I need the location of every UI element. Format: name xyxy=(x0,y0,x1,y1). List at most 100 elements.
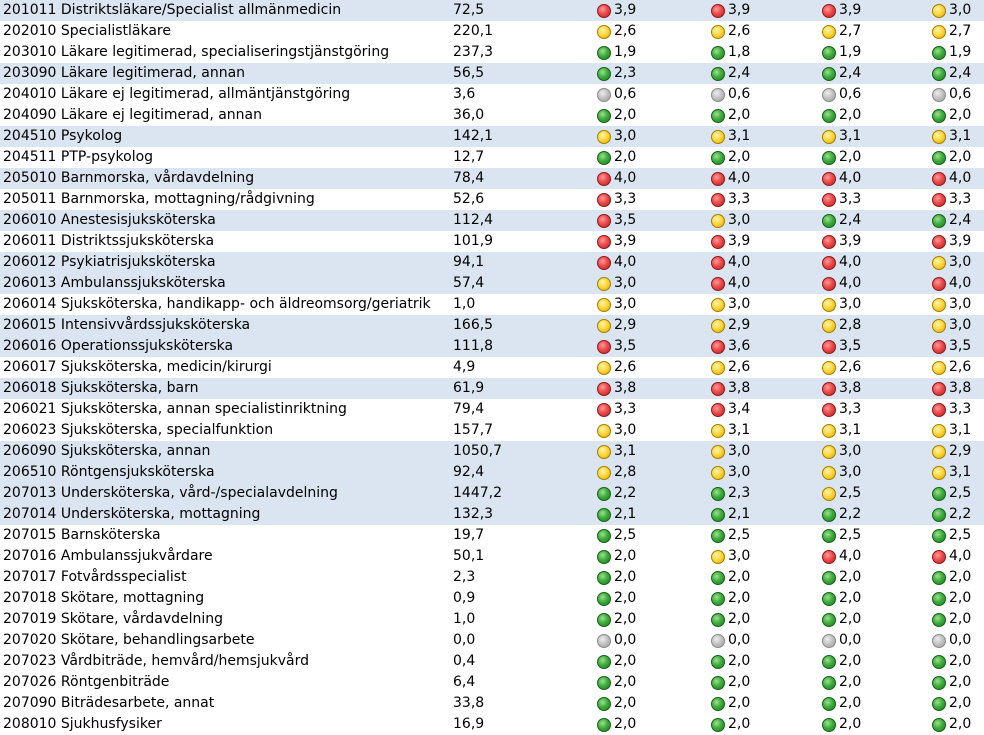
indicator-cell[interactable]: 2,0 xyxy=(597,609,636,630)
indicator-cell[interactable]: 2,2 xyxy=(932,504,971,525)
indicator-cell[interactable]: 3,9 xyxy=(597,0,636,21)
occupation-cell[interactable]: 206023 Sjuksköterska, specialfunktion xyxy=(3,420,273,441)
indicator-cell[interactable]: 0,6 xyxy=(597,84,636,105)
indicator-cell[interactable]: 2,0 xyxy=(711,672,750,693)
occupation-cell[interactable]: 205010 Barnmorska, vårdavdelning xyxy=(3,168,254,189)
indicator-cell[interactable]: 3,3 xyxy=(932,189,971,210)
indicator-cell[interactable]: 2,5 xyxy=(822,483,861,504)
indicator-cell[interactable]: 3,0 xyxy=(597,294,636,315)
indicator-cell[interactable]: 3,0 xyxy=(932,315,971,336)
indicator-cell[interactable]: 4,0 xyxy=(597,168,636,189)
table-row[interactable]: 204090 Läkare ej legitimerad, annan 36,0 2… xyxy=(0,105,984,126)
occupation-cell[interactable]: 207090 Biträdesarbete, annat xyxy=(3,693,214,714)
value-cell[interactable]: 0,4 xyxy=(453,653,476,669)
occupation-cell[interactable]: 204510 Psykolog xyxy=(3,126,122,147)
indicator-cell[interactable]: 2,0 xyxy=(932,672,971,693)
indicator-cell[interactable]: 2,0 xyxy=(822,105,861,126)
table-row[interactable]: 207017 Fotvårdsspecialist 2,3 2,0 2,0 2,0 2,0 xyxy=(0,567,984,588)
occupation-cell[interactable]: 201011 Distriktsläkare/Specialist allmän… xyxy=(3,0,341,21)
table-row[interactable]: 208010 Sjukhusfysiker 16,9 2,0 2,0 2,0 2,0 xyxy=(0,714,984,735)
indicator-cell[interactable]: 3,8 xyxy=(711,378,750,399)
indicator-cell[interactable]: 2,0 xyxy=(711,693,750,714)
value-cell[interactable]: 57,4 xyxy=(453,275,485,291)
occupation-cell[interactable]: 206015 Intensivvårdssjuksköterska xyxy=(3,315,250,336)
table-row[interactable]: 205010 Barnmorska, vårdavdelning 78,4 4,0 4… xyxy=(0,168,984,189)
table-row[interactable]: 206013 Ambulanssjuksköterska 57,4 3,0 4,0 4,… xyxy=(0,273,984,294)
indicator-cell[interactable]: 2,0 xyxy=(932,567,971,588)
indicator-cell[interactable]: 3,1 xyxy=(597,441,636,462)
indicator-cell[interactable]: 2,0 xyxy=(932,105,971,126)
indicator-cell[interactable]: 2,2 xyxy=(822,504,861,525)
table-row[interactable]: 206012 Psykiatrisjuksköterska 94,1 4,0 4,0 4… xyxy=(0,252,984,273)
indicator-cell[interactable]: 2,0 xyxy=(711,714,750,735)
indicator-cell[interactable]: 3,0 xyxy=(932,0,971,21)
indicator-cell[interactable]: 0,0 xyxy=(711,630,750,651)
indicator-cell[interactable]: 2,6 xyxy=(597,357,636,378)
indicator-cell[interactable]: 3,0 xyxy=(711,546,750,567)
indicator-cell[interactable]: 2,4 xyxy=(822,63,861,84)
indicator-cell[interactable]: 2,0 xyxy=(597,693,636,714)
value-cell[interactable]: 36,0 xyxy=(453,107,485,123)
value-cell[interactable]: 1,0 xyxy=(453,611,476,627)
table-row[interactable]: 207090 Biträdesarbete, annat 33,8 2,0 2,0 2,… xyxy=(0,693,984,714)
indicator-cell[interactable]: 3,9 xyxy=(822,231,861,252)
table-row[interactable]: 207016 Ambulanssjukvårdare 50,1 2,0 3,0 4,0 4… xyxy=(0,546,984,567)
indicator-cell[interactable]: 2,0 xyxy=(932,147,971,168)
indicator-cell[interactable]: 2,3 xyxy=(597,63,636,84)
indicator-cell[interactable]: 3,0 xyxy=(711,294,750,315)
value-cell[interactable]: 79,4 xyxy=(453,401,485,417)
value-cell[interactable]: 4,9 xyxy=(453,359,476,375)
indicator-cell[interactable]: 4,0 xyxy=(822,273,861,294)
value-cell[interactable]: 50,1 xyxy=(453,548,485,564)
table-row[interactable]: 206510 Röntgensjuksköterska 92,4 2,8 3,0 3,0… xyxy=(0,462,984,483)
indicator-cell[interactable]: 2,5 xyxy=(932,483,971,504)
table-row[interactable]: 204511 PTP-psykolog 12,7 2,0 2,0 2,0 2,0 xyxy=(0,147,984,168)
occupation-cell[interactable]: 204010 Läkare ej legitimerad, allmäntjän… xyxy=(3,84,350,105)
indicator-cell[interactable]: 3,1 xyxy=(932,126,971,147)
indicator-cell[interactable]: 3,1 xyxy=(711,420,750,441)
value-cell[interactable]: 2,3 xyxy=(453,569,476,585)
indicator-cell[interactable]: 2,0 xyxy=(822,651,861,672)
indicator-cell[interactable]: 2,9 xyxy=(711,315,750,336)
table-row[interactable]: 207026 Röntgenbiträde 6,4 2,0 2,0 2,0 2,0 xyxy=(0,672,984,693)
occupation-cell[interactable]: 207015 Barnsköterska xyxy=(3,525,161,546)
value-cell[interactable]: 61,9 xyxy=(453,380,485,396)
indicator-cell[interactable]: 2,7 xyxy=(822,21,861,42)
value-cell[interactable]: 92,4 xyxy=(453,464,485,480)
indicator-cell[interactable]: 1,9 xyxy=(822,42,861,63)
indicator-cell[interactable]: 2,0 xyxy=(932,693,971,714)
indicator-cell[interactable]: 2,0 xyxy=(711,105,750,126)
occupation-cell[interactable]: 207013 Undersköterska, vård-/specialavde… xyxy=(3,483,338,504)
table-row[interactable]: 201011 Distriktsläkare/Specialist allmän… xyxy=(0,0,984,21)
indicator-cell[interactable]: 2,0 xyxy=(932,609,971,630)
occupation-cell[interactable]: 206012 Psykiatrisjuksköterska xyxy=(3,252,216,273)
indicator-cell[interactable]: 2,9 xyxy=(932,441,971,462)
occupation-cell[interactable]: 206010 Anestesisjuksköterska xyxy=(3,210,216,231)
value-cell[interactable]: 56,5 xyxy=(453,65,485,81)
occupation-cell[interactable]: 206011 Distriktssjuksköterska xyxy=(3,231,214,252)
indicator-cell[interactable]: 2,8 xyxy=(822,315,861,336)
indicator-cell[interactable]: 2,9 xyxy=(597,315,636,336)
indicator-cell[interactable]: 2,0 xyxy=(597,567,636,588)
indicator-cell[interactable]: 2,0 xyxy=(597,651,636,672)
indicator-cell[interactable]: 0,0 xyxy=(932,630,971,651)
value-cell[interactable]: 132,3 xyxy=(453,506,494,522)
indicator-cell[interactable]: 2,1 xyxy=(711,504,750,525)
indicator-cell[interactable]: 0,6 xyxy=(711,84,750,105)
indicator-cell[interactable]: 3,0 xyxy=(822,441,861,462)
indicator-cell[interactable]: 2,0 xyxy=(711,651,750,672)
indicator-cell[interactable]: 4,0 xyxy=(597,252,636,273)
table-row[interactable]: 206016 Operationssjuksköterska 111,8 3,5 3,… xyxy=(0,336,984,357)
indicator-cell[interactable]: 3,4 xyxy=(711,399,750,420)
indicator-cell[interactable]: 3,3 xyxy=(932,399,971,420)
indicator-cell[interactable]: 1,9 xyxy=(597,42,636,63)
indicator-cell[interactable]: 3,0 xyxy=(711,462,750,483)
value-cell[interactable]: 19,7 xyxy=(453,527,485,543)
indicator-cell[interactable]: 2,2 xyxy=(597,483,636,504)
table-row[interactable]: 206010 Anestesisjuksköterska 112,4 3,5 3,0 2… xyxy=(0,210,984,231)
occupation-cell[interactable]: 206021 Sjuksköterska, annan specialistin… xyxy=(3,399,347,420)
indicator-cell[interactable]: 2,0 xyxy=(711,147,750,168)
occupation-cell[interactable]: 204511 PTP-psykolog xyxy=(3,147,153,168)
indicator-cell[interactable]: 3,0 xyxy=(932,252,971,273)
value-cell[interactable]: 0,9 xyxy=(453,590,476,606)
